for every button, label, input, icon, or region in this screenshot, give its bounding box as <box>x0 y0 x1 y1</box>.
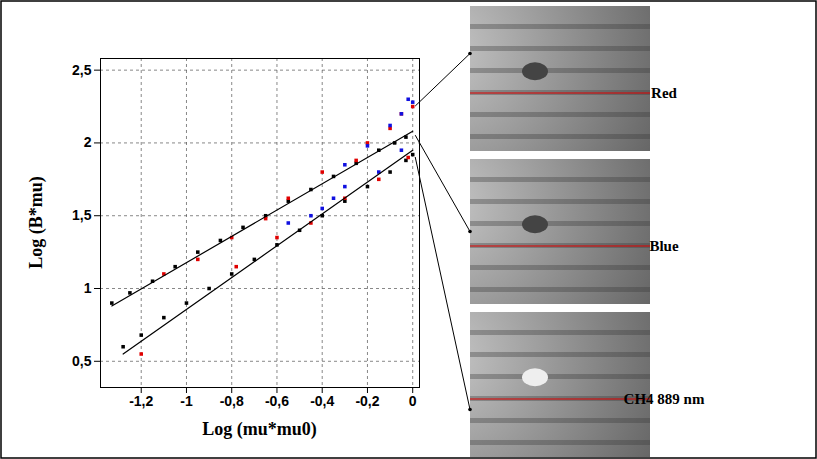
svg-text:2: 2 <box>84 134 92 150</box>
svg-text:Red: Red <box>651 85 677 101</box>
svg-text:Log (B*mu): Log (B*mu) <box>26 176 47 269</box>
svg-text:-0,8: -0,8 <box>220 393 244 409</box>
svg-text:-1,2: -1,2 <box>129 393 153 409</box>
svg-text:Blue: Blue <box>649 238 679 254</box>
svg-text:-0,4: -0,4 <box>310 393 334 409</box>
svg-text:-1: -1 <box>180 393 193 409</box>
svg-text:-0,6: -0,6 <box>265 393 289 409</box>
svg-text:0: 0 <box>409 393 417 409</box>
svg-text:-0,2: -0,2 <box>355 393 379 409</box>
svg-text:Log (mu*mu0): Log (mu*mu0) <box>202 419 317 440</box>
svg-text:0,5: 0,5 <box>72 353 92 369</box>
svg-text:2,5: 2,5 <box>72 62 92 78</box>
svg-text:1: 1 <box>84 280 92 296</box>
svg-text:1,5: 1,5 <box>72 207 92 223</box>
svg-text:CH4 889 nm: CH4 889 nm <box>624 391 705 407</box>
